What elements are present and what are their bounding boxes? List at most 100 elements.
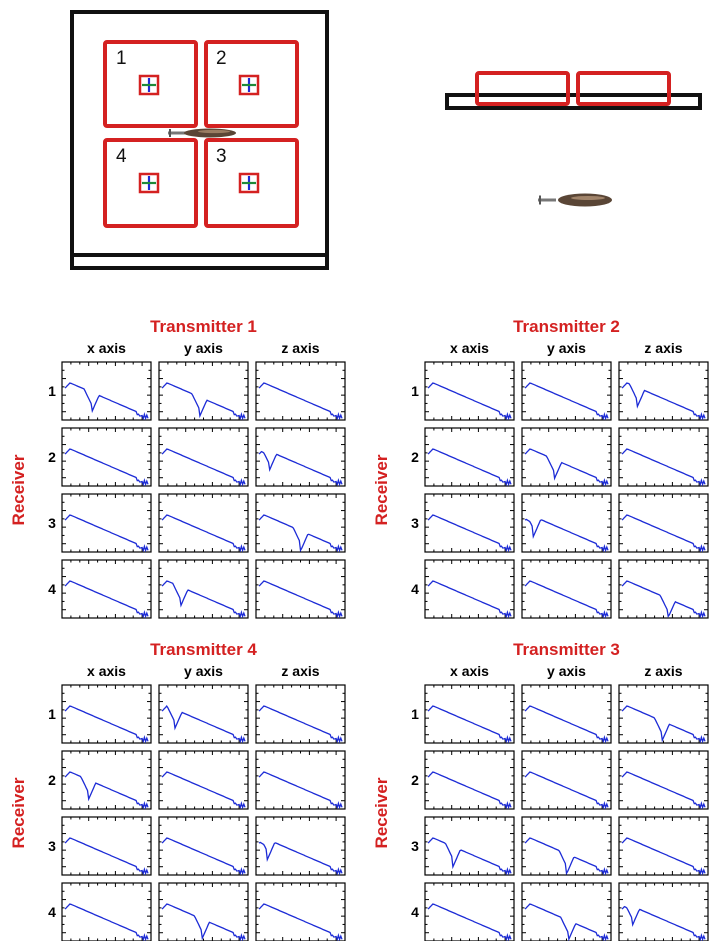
plot-ticks [522, 817, 611, 875]
plot-ticks [159, 362, 248, 420]
plot-ticks [619, 362, 708, 420]
plot-frame [618, 882, 709, 941]
decay-plot [521, 750, 612, 810]
receiver-number: 2 [48, 449, 56, 465]
receiver-number: 1 [411, 706, 419, 722]
decay-curve [258, 580, 343, 619]
decay-plot [158, 750, 249, 810]
decay-curve [258, 382, 343, 421]
plot-frame [424, 882, 515, 941]
plot-ticks [522, 494, 611, 552]
coil-label-2: 2 [216, 48, 227, 69]
decay-plot [158, 427, 249, 487]
ordnance-icon-side [538, 193, 612, 207]
decay-curve [621, 580, 706, 619]
plot-frame [158, 684, 249, 744]
decay-plot [521, 361, 612, 421]
plot-frame [618, 559, 709, 619]
decay-plot [255, 684, 346, 744]
decay-curve [524, 903, 609, 941]
side-coil-right [576, 71, 671, 106]
receiver-axis-label: Receiver [372, 777, 391, 848]
decay-curve [524, 382, 609, 421]
decay-plot [158, 684, 249, 744]
plot-frame [424, 750, 515, 810]
receiver-axis-label: Receiver [372, 454, 391, 525]
decay-curve [258, 514, 343, 553]
decay-plot [61, 816, 152, 876]
plot-frame [521, 882, 612, 941]
receiver-cube-3 [238, 172, 260, 194]
decay-curve [524, 837, 609, 876]
plot-ticks [256, 560, 345, 618]
receiver-axis-label: Receiver [9, 777, 28, 848]
plot-frame [255, 493, 346, 553]
coil-label-1: 1 [116, 48, 127, 69]
decay-plot [255, 750, 346, 810]
side-view [445, 71, 702, 207]
plot-ticks [62, 883, 151, 941]
decay-curve [524, 580, 609, 619]
plot-frame [255, 559, 346, 619]
decay-curve [161, 514, 246, 553]
decay-plot [618, 427, 709, 487]
plot-ticks [619, 883, 708, 941]
decay-curve [427, 771, 512, 810]
receiver-number: 2 [48, 772, 56, 788]
plot-ticks [256, 494, 345, 552]
side-base-plate [445, 93, 702, 110]
plot-ticks [256, 817, 345, 875]
plot-frame [158, 361, 249, 421]
decay-curve [161, 580, 246, 619]
decay-plot [61, 361, 152, 421]
coil-label-3: 3 [216, 146, 227, 167]
plot-ticks [256, 883, 345, 941]
coil-2-loop [204, 40, 299, 128]
plot-ticks [159, 685, 248, 743]
transmitter-title: Transmitter 4 [150, 640, 257, 659]
plot-frame [61, 750, 152, 810]
plot-ticks [619, 685, 708, 743]
transmitter-title: Transmitter 3 [513, 640, 620, 659]
axis-header: y axis [184, 663, 223, 679]
decay-curve [64, 903, 149, 941]
plot-ticks [619, 494, 708, 552]
decay-plot [255, 427, 346, 487]
plot-ticks [159, 751, 248, 809]
coil-3-loop [204, 138, 299, 228]
coil-4-loop [103, 138, 198, 228]
plot-frame [61, 882, 152, 941]
receiver-cube-1 [138, 74, 160, 96]
axis-header: x axis [87, 663, 126, 679]
plot-ticks [425, 685, 514, 743]
response-grids: Transmitter 1 x axis y axis z axis Receiver 1… [9, 317, 709, 941]
decay-curve [621, 905, 706, 941]
plot-ticks [425, 883, 514, 941]
receiver-number: 4 [48, 581, 56, 597]
axis-header: x axis [450, 663, 489, 679]
plot-frame [158, 750, 249, 810]
plot-ticks [159, 494, 248, 552]
plot-ticks [62, 428, 151, 486]
axis-header: y axis [184, 340, 223, 356]
decay-curve [524, 771, 609, 810]
decay-curve [161, 448, 246, 487]
decay-plot [61, 559, 152, 619]
decay-curve [524, 518, 609, 553]
plot-ticks [522, 362, 611, 420]
plot-frame [61, 816, 152, 876]
plot-frame [618, 750, 709, 810]
ordnance-icon-plan [168, 128, 236, 138]
receiver-axis-label: Receiver [9, 454, 28, 525]
plot-ticks [522, 428, 611, 486]
plot-frame [521, 684, 612, 744]
decay-plot [158, 816, 249, 876]
decay-plot [521, 684, 612, 744]
coil-label-4: 4 [116, 146, 127, 167]
plot-frame [61, 361, 152, 421]
decay-plot [424, 427, 515, 487]
decay-plot [424, 684, 515, 744]
decay-curve [621, 514, 706, 553]
decay-curve [427, 382, 512, 421]
